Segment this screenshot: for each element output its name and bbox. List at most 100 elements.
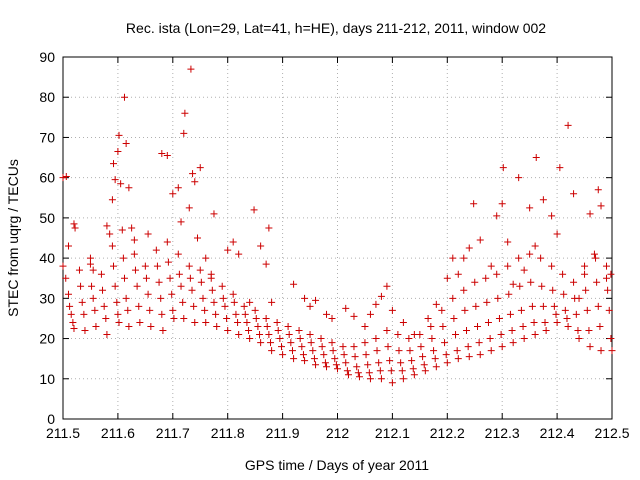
data-point [106,230,114,238]
data-point [299,351,307,359]
data-point [208,286,216,294]
data-point [366,310,374,318]
data-point [312,361,320,369]
data-point [89,266,97,274]
data-point [516,282,524,290]
data-point [185,262,193,270]
data-point [461,306,469,314]
data-point [384,343,392,351]
data-point [582,286,590,294]
data-point [552,310,560,318]
data-point [586,210,594,218]
data-point [590,250,598,258]
x-tick-labels: 211.5 211.6 211.7 211.8 211.9 212 212.1 212.2 21… [46,425,630,441]
data-point [395,347,403,355]
data-point [77,282,85,290]
y-tick-label: 60 [39,170,55,186]
data-point [80,310,88,318]
data-point [273,318,281,326]
data-point [66,302,74,310]
data-point [262,314,270,322]
data-point [142,274,150,282]
data-point [531,331,539,339]
data-point [441,339,449,347]
data-point [593,278,601,286]
data-point [99,286,107,294]
data-point [388,306,396,314]
data-point [586,343,594,351]
data-point [332,361,340,369]
data-point [130,236,138,244]
data-point [122,139,130,147]
data-point [526,204,534,212]
data-point [265,224,273,232]
data-point [443,359,451,367]
data-point [312,296,320,304]
data-point [267,339,275,347]
data-point [570,278,578,286]
data-point [548,262,556,270]
data-point [505,290,513,298]
y-tick-label: 0 [47,411,55,427]
data-point [296,335,304,343]
data-point [118,226,126,234]
data-point [177,218,185,226]
data-point [452,331,460,339]
data-point [397,359,405,367]
data-point [343,367,351,375]
data-point [499,164,507,172]
x-tick-label: 212 [326,425,350,441]
data-point [553,230,561,238]
data-point [125,184,133,192]
data-point [70,220,78,228]
data-point [537,254,545,262]
y-tick-label: 70 [39,129,55,145]
data-point [318,343,326,351]
data-point [89,294,97,302]
data-point [59,174,67,182]
x-tick-label: 211.6 [101,425,135,441]
data-point [152,246,160,254]
data-point [342,359,350,367]
data-point [103,222,111,230]
data-point [364,361,372,369]
data-point [344,371,352,379]
data-point [250,206,258,214]
data-point [110,262,118,270]
data-point [320,351,328,359]
data-point [229,238,237,246]
data-point [506,310,514,318]
data-point [307,339,315,347]
data-point [310,355,318,363]
data-point [274,327,282,335]
x-tick-label: 211.8 [211,425,245,441]
x-tick-label: 212.5 [594,425,629,441]
data-point [113,298,121,306]
data-point [163,152,171,160]
data-point [268,298,276,306]
data-point [256,331,264,339]
data-point [486,335,494,343]
data-point [135,302,143,310]
data-point [188,286,196,294]
data-point [519,322,527,330]
data-point [128,224,136,232]
data-point [594,186,602,194]
data-point [317,335,325,343]
data-point [169,190,177,198]
data-point [146,306,154,314]
data-point [91,306,99,314]
data-point [530,318,538,326]
data-point [373,347,381,355]
data-point [377,292,385,300]
data-point [561,306,569,314]
data-point [581,262,589,270]
data-point [487,262,495,270]
data-point [375,359,383,367]
data-point [559,270,567,278]
data-point [243,318,251,326]
data-point [416,331,424,339]
data-point [563,314,571,322]
data-point [251,306,259,314]
data-point [372,300,380,308]
